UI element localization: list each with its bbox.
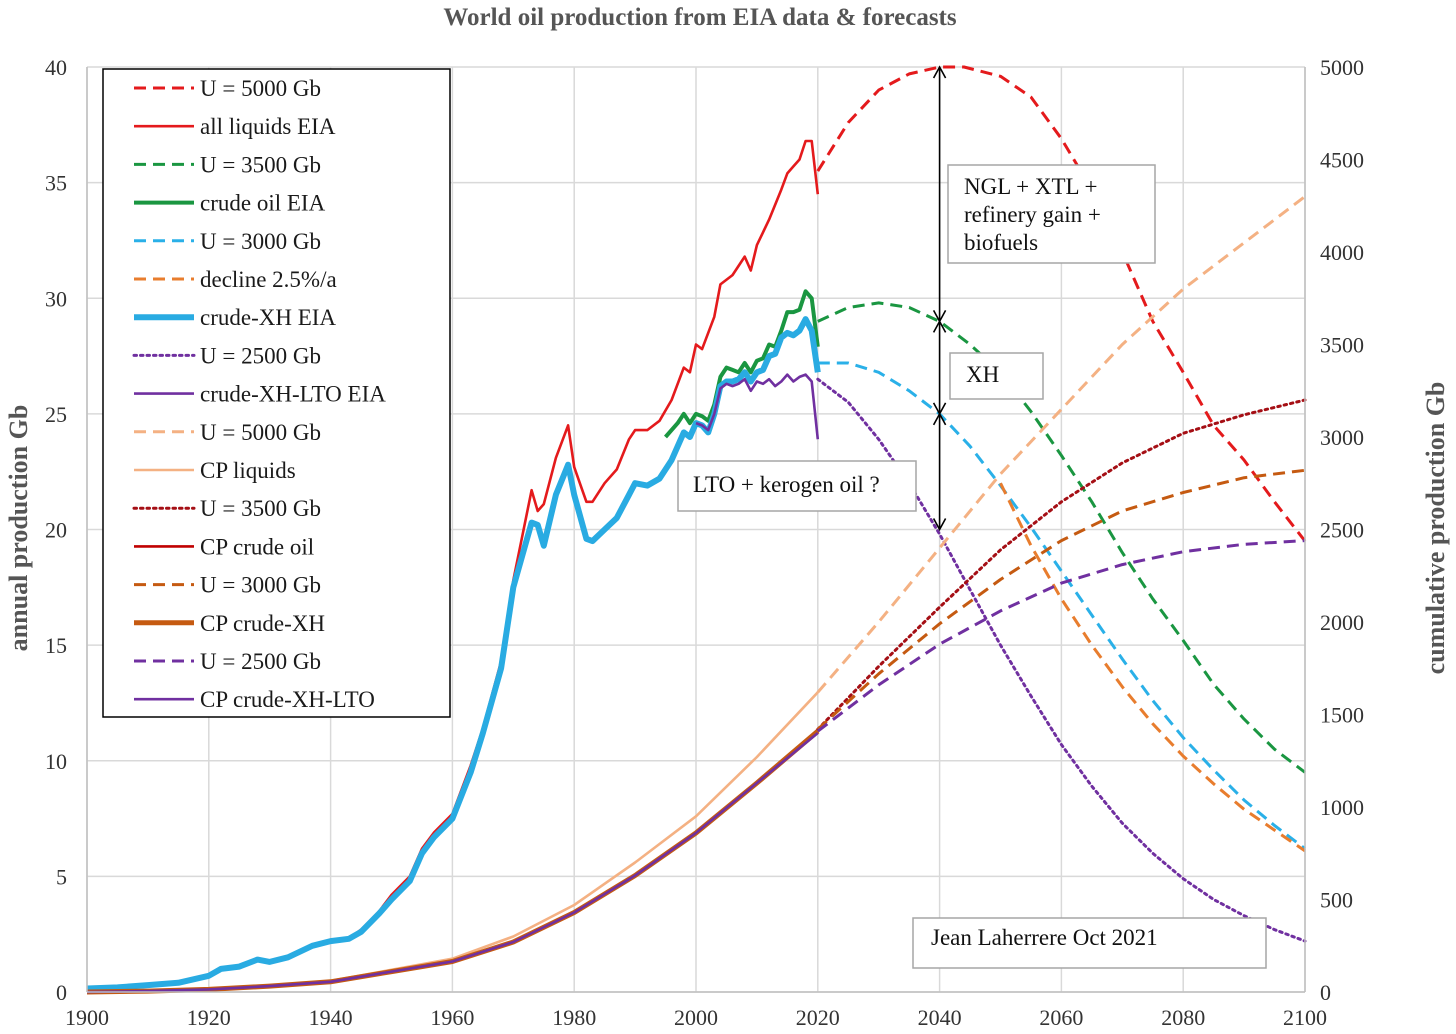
series-line-4 bbox=[817, 361, 1306, 850]
legend-label-9: U = 5000 Gb bbox=[200, 420, 321, 445]
series-line-8 bbox=[695, 373, 820, 440]
y-right-tick-label: 3500 bbox=[1320, 333, 1364, 358]
series-layer bbox=[86, 65, 1307, 995]
x-tick-label: 1980 bbox=[552, 1005, 596, 1030]
legend-label-4: U = 3000 Gb bbox=[200, 229, 321, 254]
y-right-tick-label: 2500 bbox=[1320, 518, 1364, 543]
legend-label-5: decline 2.5%/a bbox=[200, 267, 337, 292]
x-tick-label: 1960 bbox=[430, 1005, 474, 1030]
y-left-tick-label: 35 bbox=[45, 171, 67, 196]
annotation-text: XH bbox=[966, 362, 999, 387]
legend-label-0: U = 5000 Gb bbox=[200, 76, 321, 101]
y-axis-right-label: cumulative production Gb bbox=[1421, 382, 1450, 675]
x-tick-label: 2020 bbox=[796, 1005, 840, 1030]
series-line-11 bbox=[816, 398, 1307, 731]
series-line-2 bbox=[817, 301, 1306, 774]
series-line-3 bbox=[663, 289, 820, 439]
y-left-tick-label: 5 bbox=[56, 864, 67, 889]
annotation-text: LTO + kerogen oil ? bbox=[693, 472, 880, 497]
x-tick-label: 2040 bbox=[918, 1005, 962, 1030]
annotation-text: NGL + XTL + bbox=[964, 174, 1097, 199]
y-left-tick-label: 25 bbox=[45, 402, 67, 427]
annotation-box-3 bbox=[912, 917, 1267, 969]
annotation-text: biofuels bbox=[964, 230, 1038, 255]
y-right-tick-label: 4500 bbox=[1320, 148, 1364, 173]
legend-label-14: CP crude-XH bbox=[200, 611, 325, 636]
x-tick-label: 1940 bbox=[309, 1005, 353, 1030]
y-left-tick-label: 0 bbox=[56, 980, 67, 1005]
legend-label-16: CP crude-XH-LTO bbox=[200, 687, 375, 712]
x-tick-label: 2000 bbox=[674, 1005, 718, 1030]
legend-label-13: U = 3000 Gb bbox=[200, 573, 321, 598]
arrow-ngl-head-top bbox=[932, 65, 947, 79]
annotation-text: refinery gain + bbox=[964, 202, 1101, 227]
y-left-tick-label: 40 bbox=[45, 55, 67, 80]
annotation-box-1 bbox=[949, 352, 1044, 400]
y-left-tick-label: 20 bbox=[45, 518, 67, 543]
legend: U = 5000 Gb all liquids EIA U = 3500 Gb cru… bbox=[102, 68, 451, 718]
series-line-7 bbox=[816, 377, 1307, 943]
legend-label-7: U = 2500 Gb bbox=[200, 343, 321, 368]
series-line-6 bbox=[86, 316, 821, 992]
arrow-lto-head-top bbox=[932, 412, 947, 426]
series-line-16 bbox=[86, 731, 819, 994]
x-tick-label: 1920 bbox=[187, 1005, 231, 1030]
x-tick-label: 2060 bbox=[1039, 1005, 1083, 1030]
y-axis-left-label: annual production Gb bbox=[4, 405, 33, 652]
y-right-tick-label: 1000 bbox=[1320, 795, 1364, 820]
annotation-box-0 bbox=[947, 164, 1156, 264]
x-tick-label: 1900 bbox=[65, 1005, 109, 1030]
legend-label-3: crude oil EIA bbox=[200, 191, 326, 216]
y-left-tick-label: 15 bbox=[45, 633, 67, 658]
legend-label-1: all liquids EIA bbox=[200, 114, 336, 139]
series-line-13 bbox=[816, 468, 1306, 731]
series-line-9 bbox=[816, 195, 1306, 694]
arrow-lto-head-bottom bbox=[932, 518, 947, 532]
y-right-tick-label: 0 bbox=[1320, 980, 1331, 1005]
legend-label-8: crude-XH-LTO EIA bbox=[200, 382, 386, 407]
series-line-0 bbox=[816, 65, 1307, 543]
y-left-tick-label: 10 bbox=[45, 749, 67, 774]
chart-title: World oil production from EIA data & for… bbox=[443, 4, 956, 31]
x-tick-label: 2080 bbox=[1161, 1005, 1205, 1030]
y-right-tick-label: 5000 bbox=[1320, 55, 1364, 80]
legend-label-12: CP crude oil bbox=[200, 534, 314, 559]
axes: 1900 1920 1940 1960 1980 2000 2020 2040 2060 2080… bbox=[45, 55, 1364, 1030]
legend-label-11: U = 3500 Gb bbox=[200, 496, 321, 521]
y-right-tick-label: 1500 bbox=[1320, 703, 1364, 728]
arrow-xh-head-top bbox=[932, 319, 947, 333]
legend-label-6: crude-XH EIA bbox=[200, 305, 336, 330]
y-right-tick-label: 2000 bbox=[1320, 610, 1364, 635]
legend-label-15: U = 2500 Gb bbox=[200, 649, 321, 674]
x-tick-label: 2100 bbox=[1283, 1005, 1327, 1030]
annotation-text: Jean Laherrere Oct 2021 bbox=[931, 925, 1158, 950]
y-right-tick-label: 4000 bbox=[1320, 240, 1364, 265]
legend-label-10: CP liquids bbox=[200, 458, 296, 483]
legend-label-2: U = 3500 Gb bbox=[200, 152, 321, 177]
annotation-box-2 bbox=[677, 460, 917, 512]
y-left-tick-label: 30 bbox=[45, 286, 67, 311]
y-right-tick-label: 500 bbox=[1320, 888, 1353, 913]
series-line-5 bbox=[999, 482, 1306, 853]
series-line-15 bbox=[816, 539, 1306, 733]
annotation-layer: NGL + XTL + refinery gain + biofuels XH LTO … bbox=[677, 65, 1267, 969]
y-right-tick-label: 3000 bbox=[1320, 425, 1364, 450]
